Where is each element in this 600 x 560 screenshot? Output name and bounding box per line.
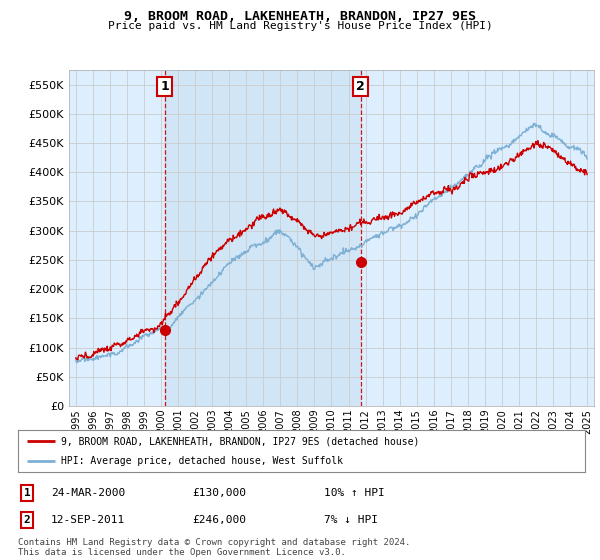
Text: £130,000: £130,000 bbox=[192, 488, 246, 498]
Text: 9, BROOM ROAD, LAKENHEATH, BRANDON, IP27 9ES (detached house): 9, BROOM ROAD, LAKENHEATH, BRANDON, IP27… bbox=[61, 436, 419, 446]
Bar bbox=[165, 70, 361, 406]
Text: Contains HM Land Registry data © Crown copyright and database right 2024.
This d: Contains HM Land Registry data © Crown c… bbox=[18, 538, 410, 557]
Text: 1: 1 bbox=[23, 488, 31, 498]
Text: HPI: Average price, detached house, West Suffolk: HPI: Average price, detached house, West… bbox=[61, 456, 343, 466]
Text: 1: 1 bbox=[160, 80, 169, 93]
Text: Price paid vs. HM Land Registry's House Price Index (HPI): Price paid vs. HM Land Registry's House … bbox=[107, 21, 493, 31]
Text: 12-SEP-2011: 12-SEP-2011 bbox=[51, 515, 125, 525]
Text: 10% ↑ HPI: 10% ↑ HPI bbox=[324, 488, 385, 498]
Text: 24-MAR-2000: 24-MAR-2000 bbox=[51, 488, 125, 498]
Text: 2: 2 bbox=[23, 515, 31, 525]
Text: 7% ↓ HPI: 7% ↓ HPI bbox=[324, 515, 378, 525]
Text: 2: 2 bbox=[356, 80, 365, 93]
Text: £246,000: £246,000 bbox=[192, 515, 246, 525]
Text: 9, BROOM ROAD, LAKENHEATH, BRANDON, IP27 9ES: 9, BROOM ROAD, LAKENHEATH, BRANDON, IP27… bbox=[124, 10, 476, 23]
